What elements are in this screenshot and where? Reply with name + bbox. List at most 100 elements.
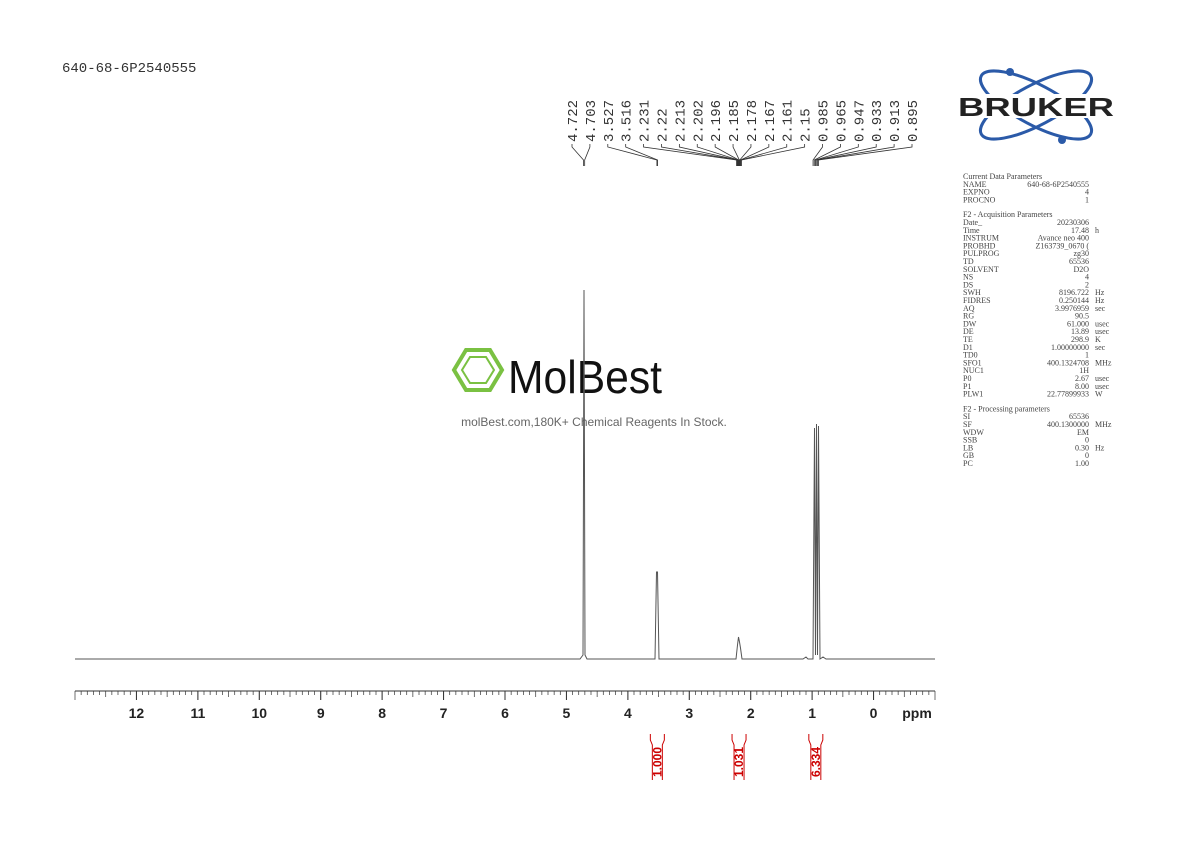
param-name: TD: [963, 257, 974, 266]
tick-label: 3: [685, 705, 693, 721]
param-name: FIDRES: [963, 296, 991, 305]
param-name: SSB: [963, 436, 977, 445]
tick-label: 6: [501, 705, 509, 721]
param-name: SWH: [963, 288, 981, 297]
spectrum: [75, 289, 935, 660]
peak-connector: [661, 144, 738, 166]
param-unit: W: [1095, 390, 1103, 399]
param-unit: Hz: [1095, 443, 1105, 452]
peak-label: 2.15: [799, 108, 815, 142]
param-value: 1.00000000: [1051, 343, 1089, 352]
param-unit: h: [1095, 226, 1099, 235]
peak-label: 2.196: [709, 100, 725, 142]
param-name: D1: [963, 343, 973, 352]
param-name: SFO1: [963, 358, 982, 367]
integral-label: 6.334: [809, 747, 823, 777]
param-unit: usec: [1095, 319, 1110, 328]
param-unit: Hz: [1095, 288, 1105, 297]
param-name: DS: [963, 280, 973, 289]
param-value: 1H: [1079, 366, 1089, 375]
logo-text: BRUKER: [958, 92, 1114, 122]
param-value: 90.5: [1075, 312, 1089, 321]
peak-connector: [817, 144, 895, 166]
param-name: WDW: [963, 428, 984, 437]
param-name: PULPROG: [963, 249, 1000, 258]
peak-connector: [812, 144, 823, 166]
tick-label: 9: [317, 705, 325, 721]
logo-bg: [958, 94, 1116, 118]
peak-connector: [584, 144, 591, 166]
peak-connector: [818, 144, 913, 166]
peak-label: 2.202: [691, 100, 707, 142]
tick-label: 11: [190, 705, 205, 721]
param-name: AQ: [963, 304, 975, 313]
peak-connector: [740, 144, 788, 166]
param-name: EXPNO: [963, 188, 990, 197]
logo-orbit: [978, 69, 1094, 141]
param-value: 298.9: [1071, 335, 1089, 344]
param-section-title: F2 - Acquisition Parameters: [963, 210, 1053, 219]
tick-label: 0: [870, 705, 878, 721]
watermark-tagline: molBest.com,180K+ Chemical Reagents In S…: [461, 415, 727, 429]
param-name: PROBHD: [963, 241, 996, 250]
watermark-brand: MolBest: [508, 351, 662, 403]
tick-label: 1: [808, 705, 816, 721]
peak-label: 2.22: [655, 108, 671, 142]
peak-connector: [741, 144, 806, 166]
param-value: 0: [1085, 436, 1089, 445]
sample-id: 640-68-6P2540555: [62, 61, 196, 77]
param-value: 0: [1085, 451, 1089, 460]
integral-bracket: [808, 734, 824, 780]
peak-connector: [813, 144, 841, 166]
integrals: 1.000 1.031 6.334: [649, 734, 824, 780]
param-value: EM: [1077, 428, 1089, 437]
integral-label: 1.031: [732, 747, 746, 777]
tick-label: 2: [747, 705, 755, 721]
param-value: Avance neo 400: [1038, 234, 1089, 243]
peak-connector: [814, 144, 859, 166]
peak-connector: [732, 144, 740, 166]
param-value: 65536: [1069, 412, 1089, 421]
param-name: P0: [963, 374, 971, 383]
param-name: Time: [963, 226, 980, 235]
watermark: MolBest molBest.com,180K+ Chemical Reage…: [451, 348, 727, 429]
param-value: 640-68-6P2540555: [1027, 180, 1089, 189]
param-value: 4: [1085, 273, 1089, 282]
param-value: Z163739_0670 (: [1035, 241, 1089, 250]
param-unit: usec: [1095, 374, 1110, 383]
peak-label: 2.213: [673, 100, 689, 142]
param-unit: sec: [1095, 304, 1106, 313]
tick-label: 4: [624, 705, 632, 721]
param-value: 1: [1085, 195, 1089, 204]
watermark-icon-inner: [460, 356, 496, 384]
param-name: TE: [963, 335, 973, 344]
tick-label: 7: [440, 705, 448, 721]
peak-connector: [571, 144, 584, 166]
peak-label: 2.167: [763, 100, 779, 142]
param-value: 61.000: [1067, 319, 1089, 328]
logo-orbit: [978, 69, 1094, 141]
param-section-title: F2 - Processing parameters: [963, 404, 1050, 413]
integral-label: 1.000: [650, 747, 664, 777]
axis-unit: ppm: [902, 705, 932, 721]
peak-connector: [714, 144, 740, 166]
logo-dot: [1058, 136, 1066, 144]
param-unit: MHz: [1095, 420, 1112, 429]
param-unit: usec: [1095, 382, 1110, 391]
param-name: P1: [963, 382, 971, 391]
ppm-axis: 12 11 10 9 8 7 6 5 4 3 2 1 0 ppm: [74, 690, 936, 721]
peak-label: 0.947: [852, 100, 868, 142]
param-value: 1: [1085, 351, 1089, 360]
peak-label: 0.985: [817, 100, 833, 142]
param-unit: Hz: [1095, 296, 1105, 305]
param-name: TD0: [963, 351, 978, 360]
tick-label: 12: [129, 705, 145, 721]
logo: BRUKER: [958, 68, 1116, 144]
param-name: LB: [963, 443, 973, 452]
peak-label: 2.231: [638, 100, 654, 142]
integral-bracket: [649, 734, 665, 780]
peak-connector: [815, 144, 877, 166]
param-name: DE: [963, 327, 974, 336]
